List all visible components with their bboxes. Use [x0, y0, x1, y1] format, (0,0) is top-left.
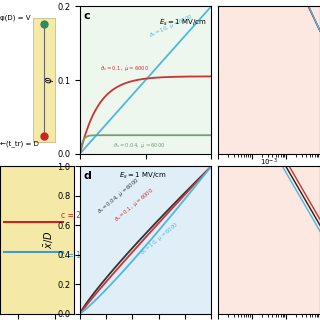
- Y-axis label: $\varphi$: $\varphi$: [44, 76, 56, 84]
- Text: $\vartheta_s = 10,\ \tilde{\mu} = 6000$: $\vartheta_s = 10,\ \tilde{\mu} = 6000$: [139, 220, 181, 258]
- Text: d: d: [84, 171, 92, 181]
- FancyBboxPatch shape: [33, 18, 55, 142]
- Text: c = 1: c = 1: [61, 251, 81, 260]
- Y-axis label: $\bar{x}/D$: $\bar{x}/D$: [43, 231, 56, 249]
- Text: $E_s = 1\ \mathrm{MV/cm}$: $E_s = 1\ \mathrm{MV/cm}$: [159, 18, 206, 28]
- Text: $\vartheta_s = 0.04,\ \tilde{\mu} = 6000$: $\vartheta_s = 0.04,\ \tilde{\mu} = 6000…: [113, 142, 165, 151]
- Text: c = 2: c = 2: [61, 211, 81, 220]
- FancyBboxPatch shape: [0, 166, 74, 314]
- Text: $\vartheta_s = 0.1,\ \tilde{\mu} = 6000$: $\vartheta_s = 0.1,\ \tilde{\mu} = 6000$: [113, 187, 156, 225]
- Text: ←(t_tr) = D: ←(t_tr) = D: [0, 140, 39, 147]
- Text: $E_s = 1\ \mathrm{MV/cm}$: $E_s = 1\ \mathrm{MV/cm}$: [119, 171, 167, 181]
- Text: c: c: [84, 11, 91, 21]
- Text: $\vartheta_s = 0.1,\ \tilde{\mu} = 6000$: $\vartheta_s = 0.1,\ \tilde{\mu} = 6000$: [100, 65, 149, 74]
- Text: $10^{-3}$: $10^{-3}$: [260, 156, 278, 168]
- Text: $\vartheta_s = 0.04,\ \tilde{\mu} = 6000$: $\vartheta_s = 0.04,\ \tilde{\mu} = 6000…: [96, 176, 142, 217]
- Text: $\vartheta_s = 10,\ \tilde{\mu} = 6000$: $\vartheta_s = 10,\ \tilde{\mu} = 6000$: [148, 13, 195, 41]
- Text: φ(D) = V: φ(D) = V: [0, 15, 30, 21]
